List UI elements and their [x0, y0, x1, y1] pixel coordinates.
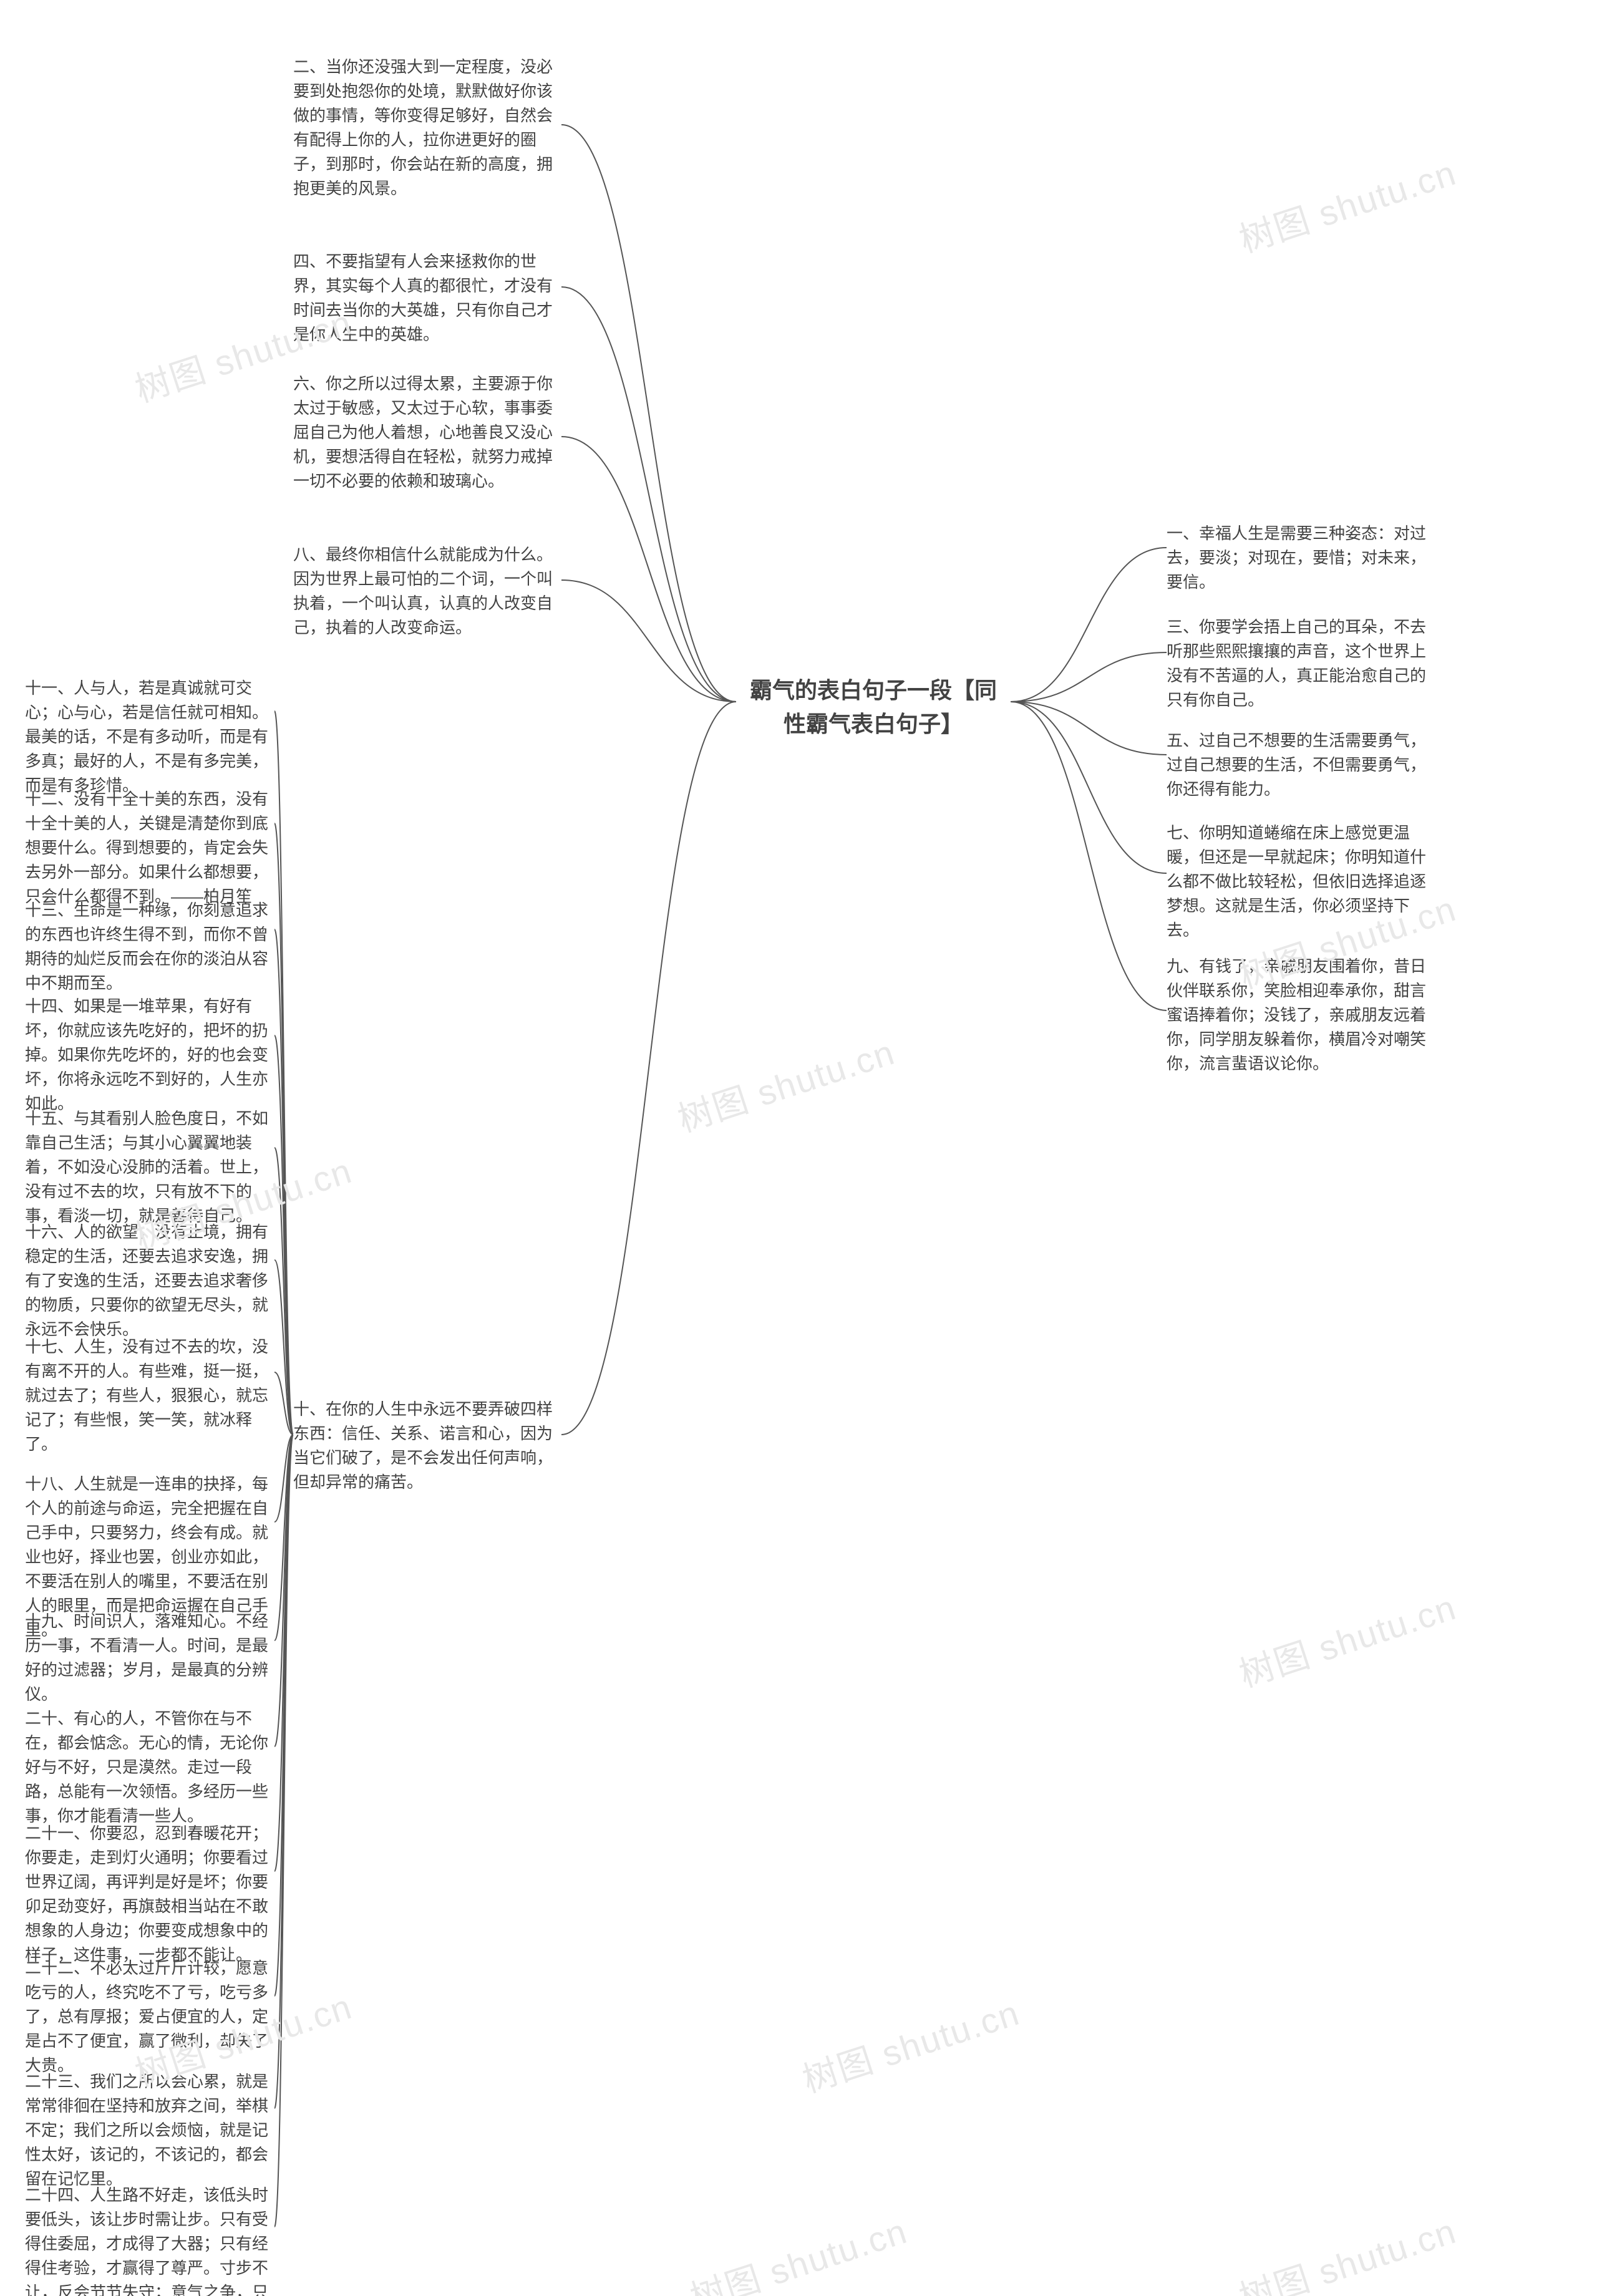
- left-node-l6: 六、你之所以过得太累，主要源于你太过于敏感，又太过于心软，事事委屈自己为他人着想…: [293, 372, 561, 493]
- left-node-l10: 十、在你的人生中永远不要弄破四样东西：信任、关系、诺言和心，因为当它们破了，是不…: [293, 1397, 561, 1494]
- right-node-r7: 七、你明知道蜷缩在床上感觉更温暖，但还是一早就起床；你明知道什么都不做比较轻松，…: [1167, 821, 1435, 942]
- sub-node-s20: 二十、有心的人，不管你在与不在，都会惦念。无心的情，无论你好与不好，只是漠然。走…: [25, 1707, 274, 1828]
- sub-node-s11: 十一、人与人，若是真诚就可交心；心与心，若是信任就可相知。最美的话，不是有多动听…: [25, 676, 274, 798]
- left-node-l8: 八、最终你相信什么就能成为什么。因为世界上最可怕的二个词，一个叫执着，一个叫认真…: [293, 543, 561, 640]
- sub-node-s23: 二十三、我们之所以会心累，就是常常徘徊在坚持和放弃之间，举棋不定；我们之所以会烦…: [25, 2070, 274, 2191]
- right-node-r3: 三、你要学会捂上自己的耳朵，不去听那些熙熙攘攘的声音，这个世界上没有不苦逼的人，…: [1167, 615, 1435, 712]
- left-node-l4: 四、不要指望有人会来拯救你的世界，其实每个人真的都很忙，才没有时间去当你的大英雄…: [293, 249, 561, 347]
- watermark: 树图 shutu.cn: [671, 1024, 901, 1142]
- sub-node-s21: 二十一、你要忍，忍到春暖花开；你要走，走到灯火通明；你要看过世界辽阔，再评判是好…: [25, 1821, 274, 1967]
- watermark: 树图 shutu.cn: [1232, 2203, 1462, 2296]
- sub-node-s22: 二十二、不必太过斤斤计较，愿意吃亏的人，终究吃不了亏，吃亏多了，总有厚报；爱占便…: [25, 1956, 274, 2078]
- sub-node-s19: 十九、时间识人，落难知心。不经历一事，不看清一人。时间，是最好的过滤器；岁月，是…: [25, 1609, 274, 1707]
- sub-node-s24: 二十四、人生路不好走，该低头时要低头，该让步时需让步。只有受得住委屈，才成得了大…: [25, 2183, 274, 2296]
- right-node-r5: 五、过自己不想要的生活需要勇气，过自己想要的生活，不但需要勇气，你还得有能力。: [1167, 729, 1435, 802]
- right-node-r9: 九、有钱了，亲戚朋友围着你，昔日伙伴联系你，笑脸相迎奉承你，甜言蜜语捧着你；没钱…: [1167, 954, 1435, 1076]
- watermark: 树图 shutu.cn: [795, 1985, 1026, 2103]
- center-line1: 霸气的表白句子一段【同: [750, 677, 997, 703]
- watermark: 树图 shutu.cn: [1232, 1579, 1462, 1697]
- left-node-l2: 二、当你还没强大到一定程度，没必要到处抱怨你的处境，默默做好你该做的事情，等你变…: [293, 55, 561, 201]
- sub-node-s13: 十三、生命是一种缘，你刻意追求的东西也许终生得不到，而你不曾期待的灿烂反而会在你…: [25, 898, 274, 995]
- sub-node-s16: 十六、人的欲望，没有止境，拥有稳定的生活，还要去追求安逸，拥有了安逸的生活，还要…: [25, 1220, 274, 1342]
- center-line2: 性霸气表白句子】: [784, 711, 963, 737]
- right-node-r1: 一、幸福人生是需要三种姿态：对过去，要淡；对现在，要惜；对未来，要信。: [1167, 521, 1435, 594]
- sub-node-s15: 十五、与其看别人脸色度日，不如靠自己生活；与其小心翼翼地装着，不如没心没肺的活着…: [25, 1107, 274, 1228]
- center-topic: 霸气的表白句子一段【同 性霸气表白句子】: [736, 674, 1011, 741]
- watermark: 树图 shutu.cn: [683, 2203, 913, 2296]
- watermark: 树图 shutu.cn: [1232, 145, 1462, 263]
- sub-node-s17: 十七、人生，没有过不去的坎，没有离不开的人。有些难，挺一挺，就过去了；有些人，狠…: [25, 1335, 274, 1456]
- sub-node-s12: 十二、没有十全十美的东西，没有十全十美的人，关键是清楚你到底想要什么。得到想要的…: [25, 787, 274, 909]
- sub-node-s14: 十四、如果是一堆苹果，有好有坏，你就应该先吃好的，把坏的扔掉。如果你先吃坏的，好…: [25, 994, 274, 1116]
